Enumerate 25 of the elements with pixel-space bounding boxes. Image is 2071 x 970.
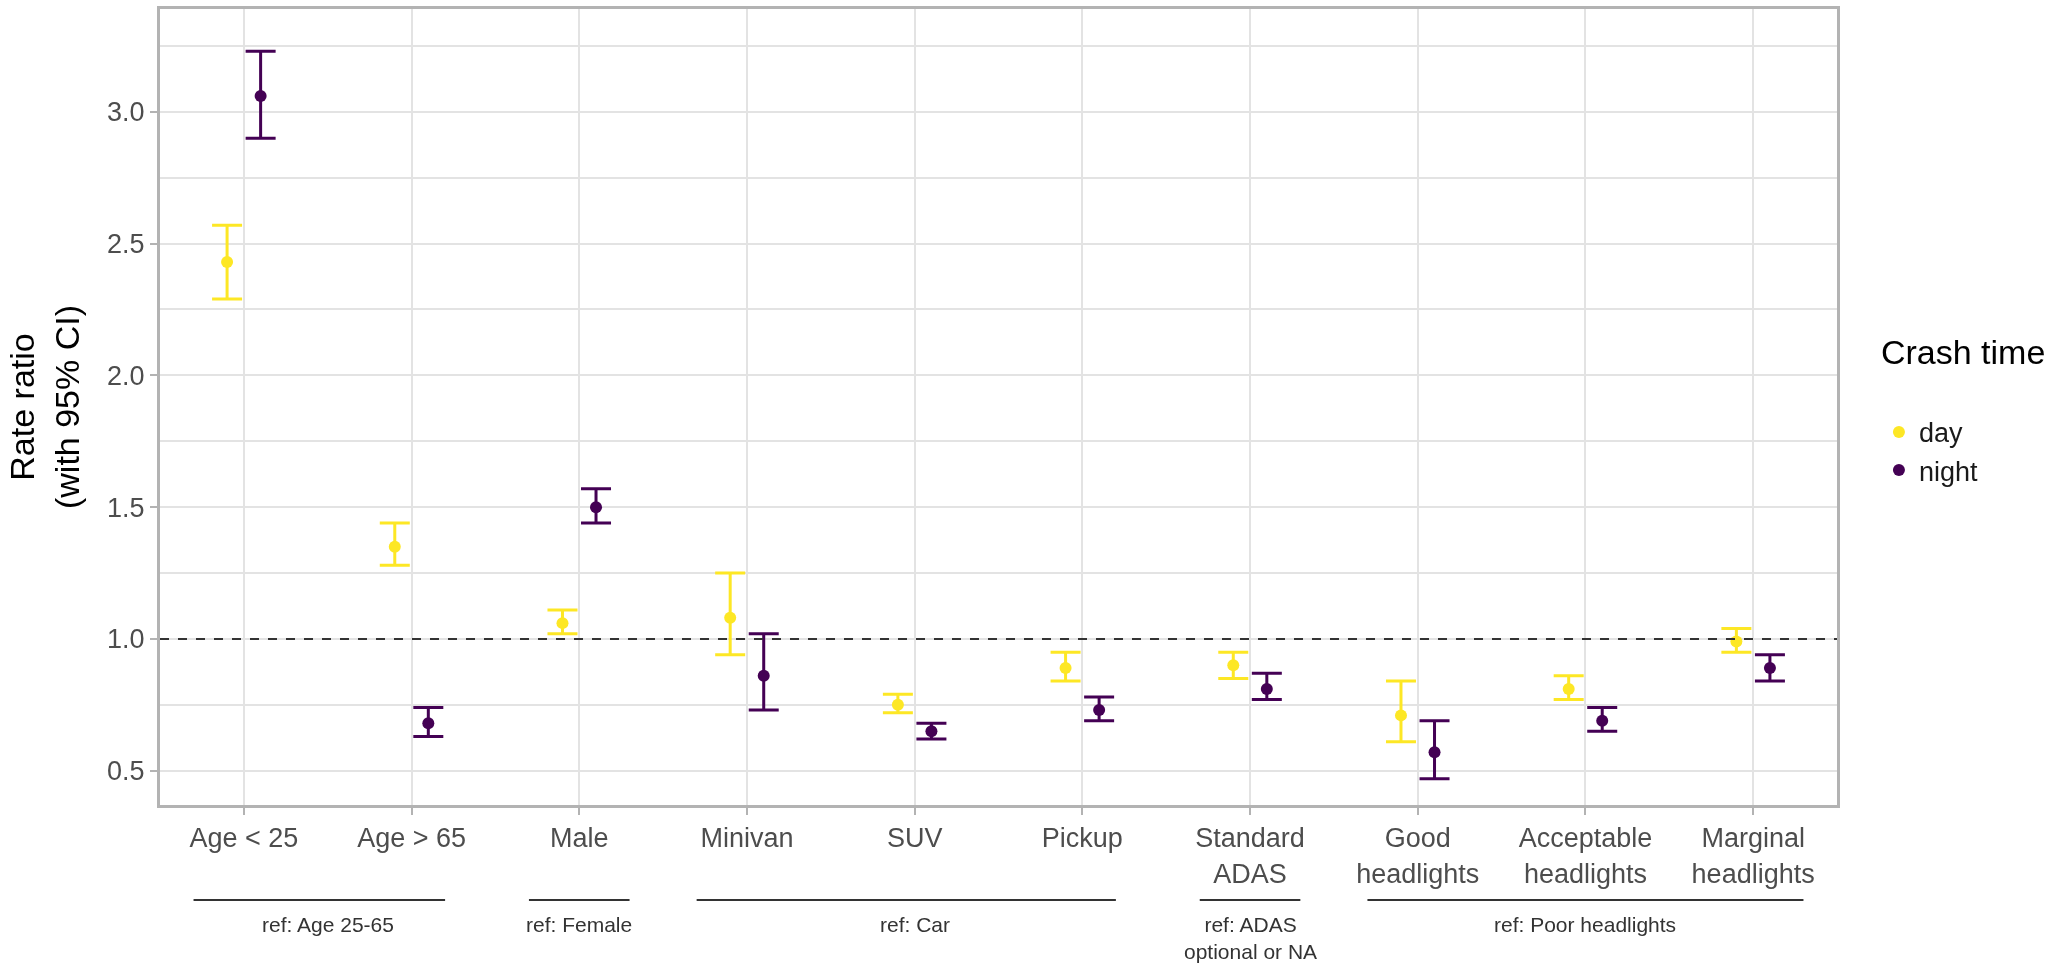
x-tick-label: Standard ADAS (1195, 823, 1305, 889)
x-tick-label: Marginal headlights (1691, 823, 1815, 889)
legend-label: night (1918, 456, 1978, 487)
text: ref: Age 25-65 (262, 913, 394, 936)
legend-title: Crash time (1880, 332, 2046, 371)
legend-label: day (1918, 418, 1963, 449)
text: ref: ADAS optional or NA (1184, 913, 1318, 964)
y-tick-label: 0.5 (107, 756, 145, 787)
x-tick-label: Minivan (700, 823, 794, 854)
text: ref: Car (880, 913, 951, 936)
y-tick-label: 1.0 (107, 624, 145, 655)
x-tick-label: Age < 25 (189, 823, 299, 854)
x-tick-label: Age > 65 (357, 823, 466, 854)
y-tick-label: 2.5 (107, 229, 145, 260)
x-tick-label: Pickup (1041, 823, 1123, 854)
y-axis-title: Rate ratio (with 95% CI) (3, 304, 86, 510)
text: ref: Poor headlights (1494, 913, 1677, 936)
y-tick-label: 1.5 (107, 492, 145, 523)
y-tick-label: 3.0 (107, 97, 145, 128)
x-tick-label: SUV (886, 823, 943, 854)
x-tick-label: Male (549, 823, 609, 854)
x-tick-label: Good headlights (1356, 823, 1480, 889)
text: ref: Female (526, 913, 633, 936)
y-tick-label: 2.0 (107, 360, 145, 391)
x-tick-label: Acceptable headlights (1518, 823, 1653, 889)
